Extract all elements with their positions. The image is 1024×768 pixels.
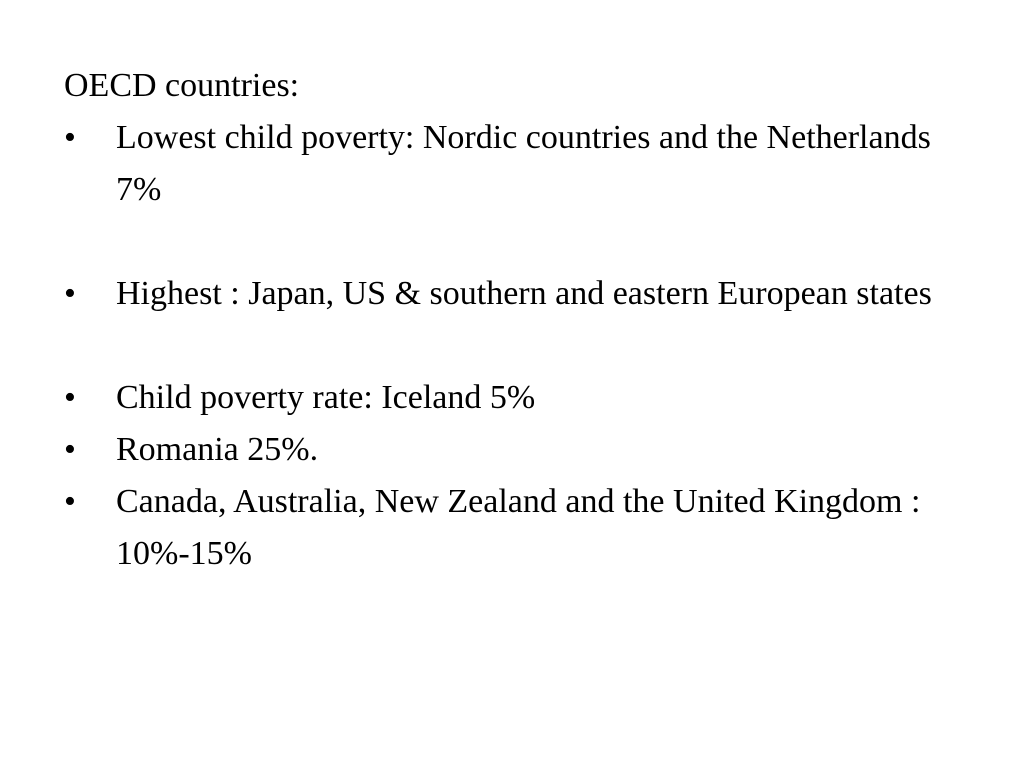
bullet-mark: • [64,119,76,156]
bullet-item: • Lowest child poverty: Nordic countries… [64,112,964,216]
bullet-spacer [64,320,964,372]
bullet-mark: • [64,275,76,312]
bullet-item: • Child poverty rate: Iceland 5% [64,372,964,424]
bullet-item: • Romania 25%. [64,424,964,476]
bullet-item: • Highest : Japan, US & southern and eas… [64,268,964,320]
bullet-mark: • [64,431,76,468]
slide-content: OECD countries: • Lowest child poverty: … [64,60,964,580]
bullet-text: Canada, Australia, New Zealand and the U… [116,483,921,572]
bullet-text: Lowest child poverty: Nordic countries a… [116,119,931,208]
bullet-text: Child poverty rate: Iceland 5% [116,379,536,416]
slide-heading: OECD countries: [64,67,300,104]
bullet-spacer [64,216,964,268]
bullet-list: • Lowest child poverty: Nordic countries… [64,112,964,580]
bullet-item: • Canada, Australia, New Zealand and the… [64,476,964,580]
bullet-mark: • [64,483,76,520]
bullet-mark: • [64,379,76,416]
bullet-text: Romania 25%. [116,431,319,468]
bullet-text: Highest : Japan, US & southern and easte… [116,275,932,312]
